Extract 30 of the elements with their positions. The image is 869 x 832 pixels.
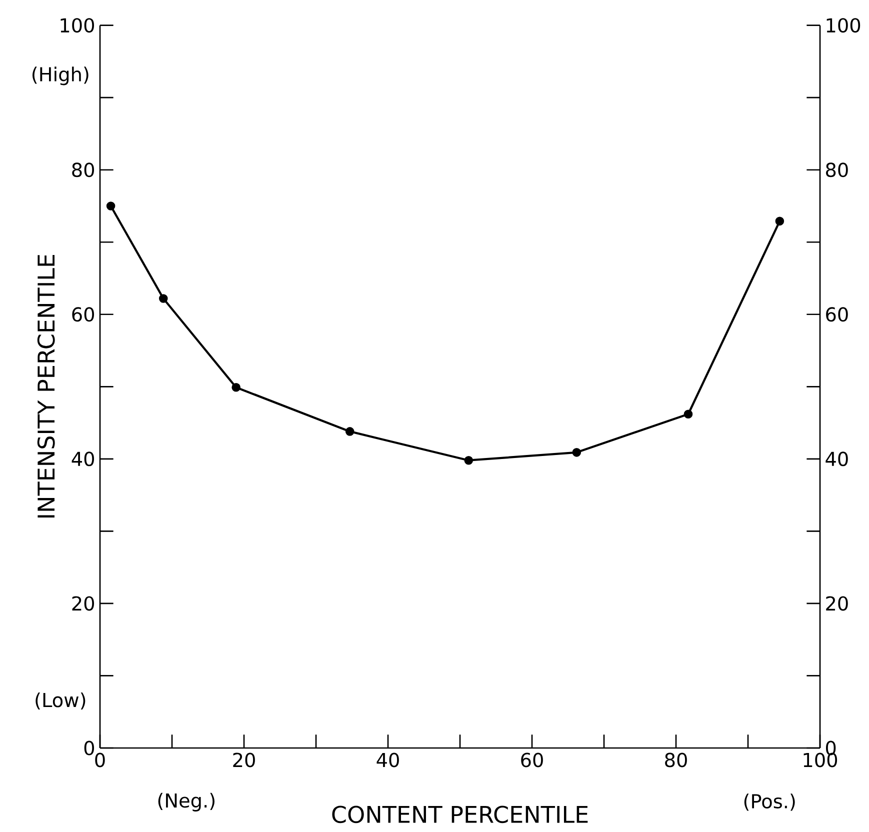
x-axis-title: CONTENT PERCENTILE bbox=[332, 806, 588, 824]
point bbox=[464, 456, 474, 465]
x-tick-label: 0 bbox=[95, 752, 105, 768]
y-axis-title: INTENSITY PERCENTILE bbox=[37, 254, 55, 518]
y2-tick-label: 20 bbox=[826, 596, 848, 611]
y-tick-label: 0 bbox=[84, 740, 94, 756]
x-tick-label: 80 bbox=[665, 752, 687, 768]
point bbox=[775, 216, 784, 226]
y-tick-label: 60 bbox=[72, 307, 94, 322]
point bbox=[106, 202, 116, 210]
x-tick-label: 20 bbox=[233, 752, 255, 768]
y2-tick-label: 40 bbox=[826, 452, 848, 466]
text: (Low) bbox=[36, 692, 86, 710]
point bbox=[158, 294, 168, 303]
text: (Pos.) bbox=[744, 794, 795, 811]
y-tick-label: 100 bbox=[60, 18, 94, 33]
point bbox=[572, 448, 582, 457]
y2-tick-label: 100 bbox=[826, 18, 860, 33]
y-tick-label: 20 bbox=[72, 596, 94, 611]
y2-tick-label: 60 bbox=[826, 307, 848, 322]
y-tick-label: 80 bbox=[72, 162, 94, 178]
x-tick-label: 60 bbox=[521, 752, 543, 768]
text: (High) bbox=[32, 66, 88, 86]
point bbox=[684, 410, 693, 419]
text: (Neg.) bbox=[158, 792, 214, 812]
point bbox=[232, 382, 240, 392]
y2-tick-label: 80 bbox=[826, 162, 848, 178]
x-tick-label: 40 bbox=[376, 752, 399, 768]
point bbox=[345, 427, 354, 436]
y-tick-label: 40 bbox=[72, 452, 94, 466]
